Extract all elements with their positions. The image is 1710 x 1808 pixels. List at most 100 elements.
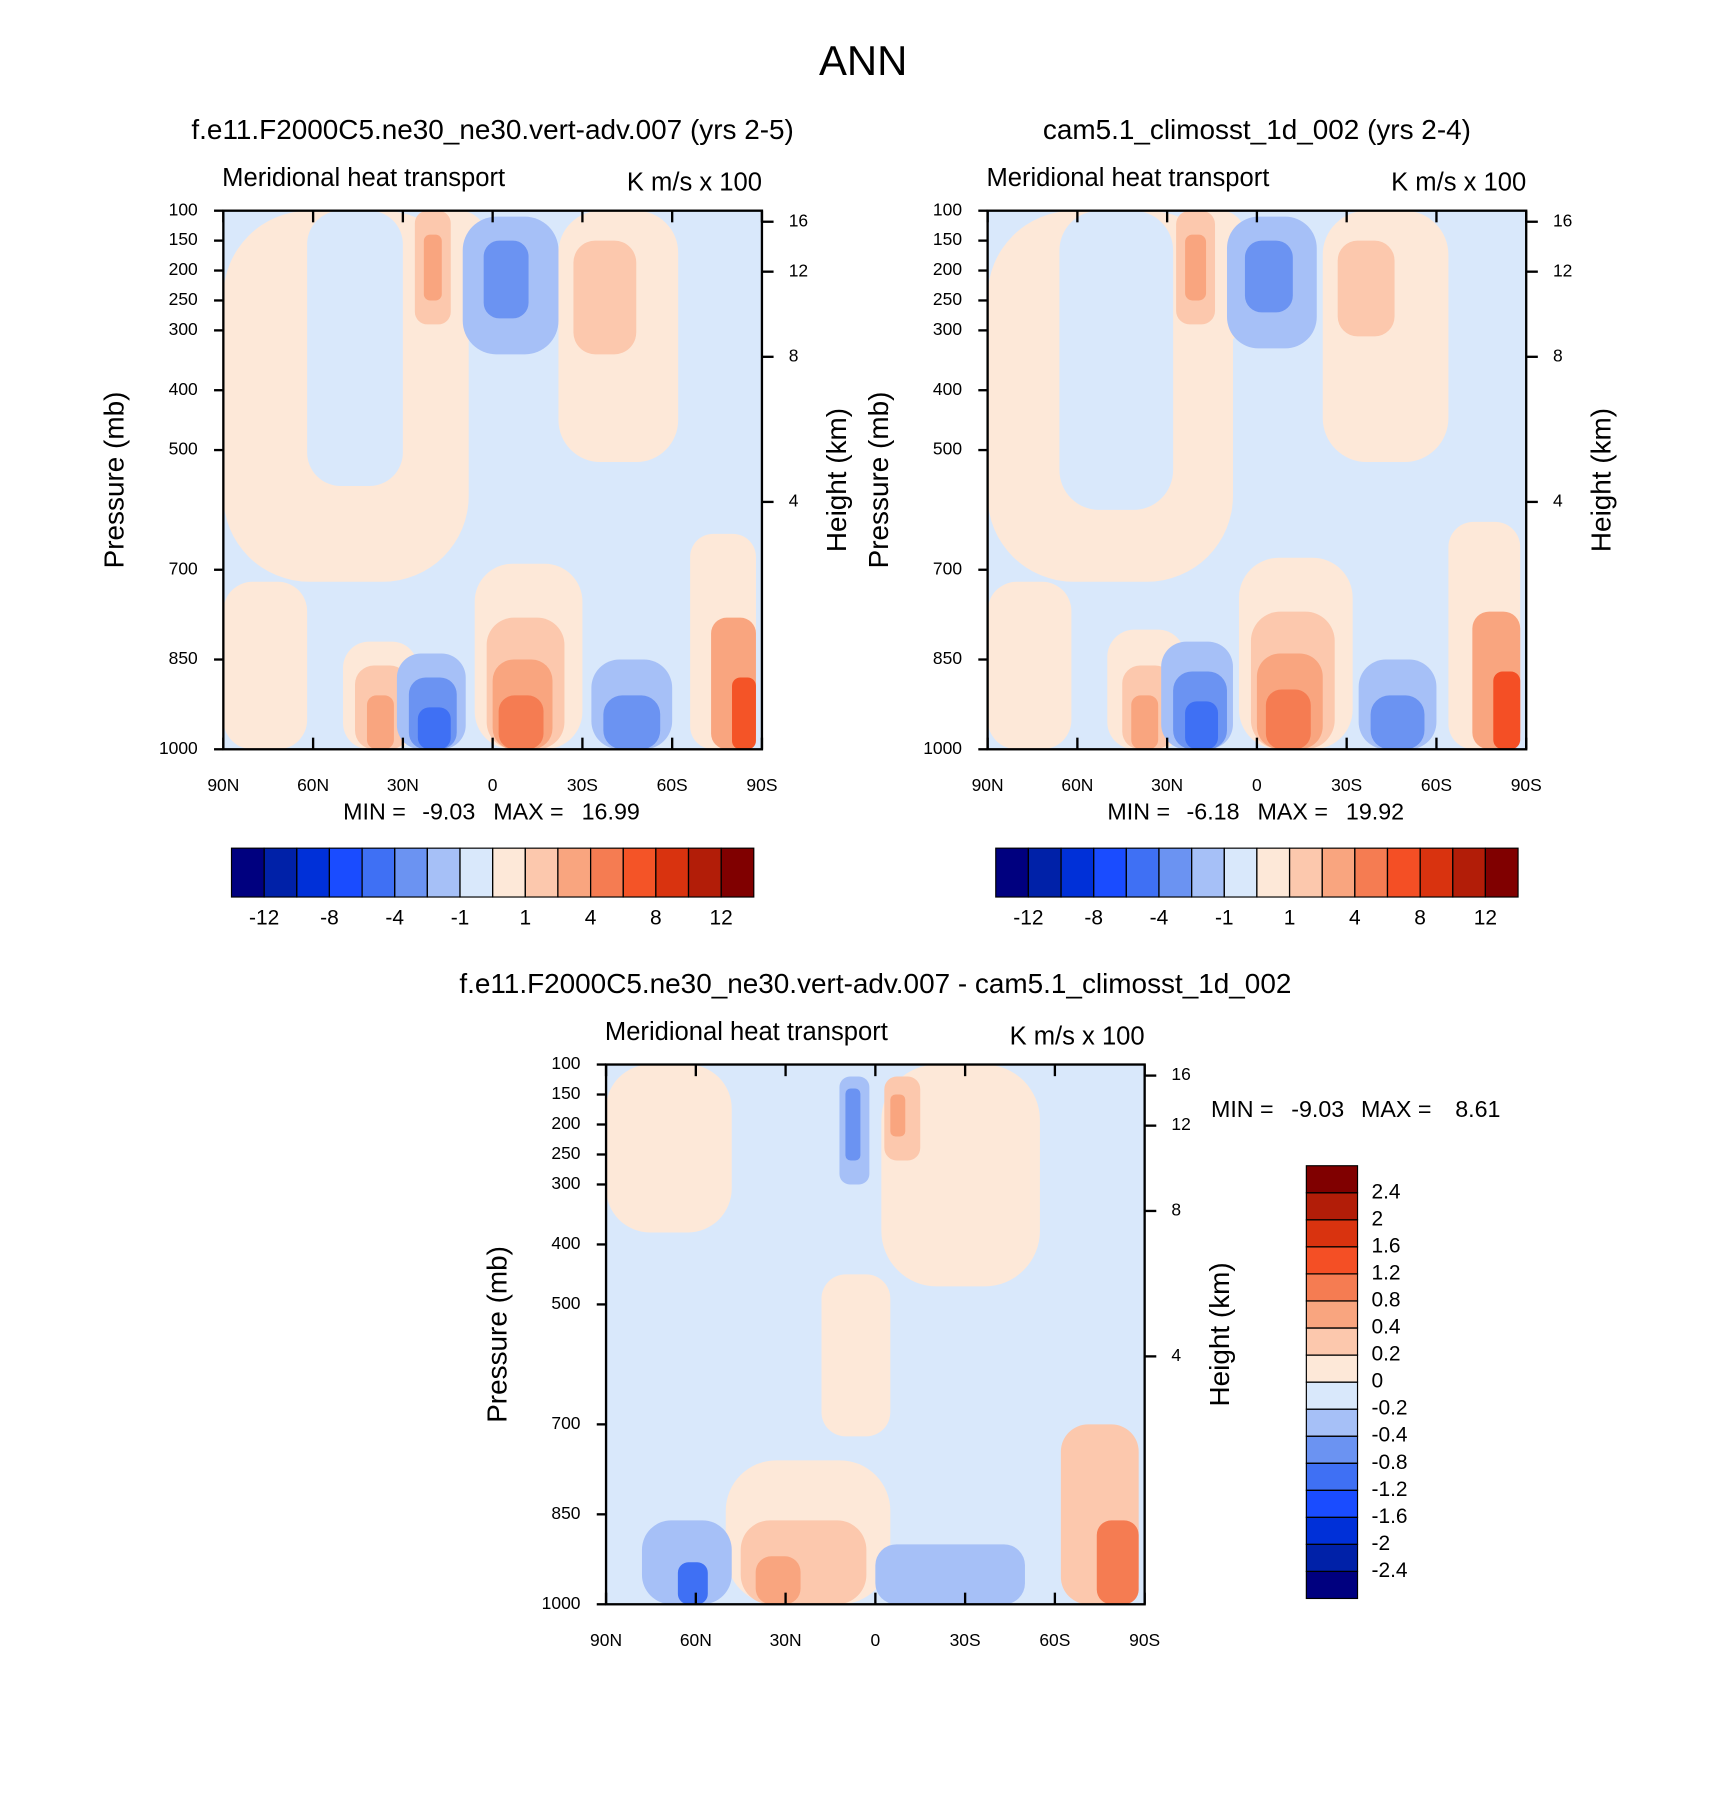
contour-region [890,1094,906,1137]
contour-region [732,677,756,750]
stat-max-label: MAX = [1361,1096,1431,1122]
colorbar-label: -8 [1084,907,1103,930]
colorbar-label: -8 [320,907,339,930]
contour-region [1185,234,1207,301]
colorbar-box [622,847,657,898]
colorbar-box [1452,847,1486,898]
y-tick-label: 200 [551,1113,580,1133]
colorbar-box [1158,847,1193,898]
y2-axis-label: Height (km) [1204,1262,1235,1406]
stat-min: -9.03 [1291,1096,1344,1122]
contour-region [755,1556,801,1605]
contour-region [1370,695,1425,750]
y-tick-label: 300 [933,319,962,339]
y-tick-label: 500 [551,1293,580,1313]
contour-region [223,581,308,750]
colorbar-box [1305,1543,1359,1573]
y-tick-label: 400 [933,379,962,399]
colorbar-box [1321,847,1356,898]
x-tick-label: 0 [488,775,498,795]
colorbar-label: 8 [650,907,662,930]
stat-max: 16.99 [582,798,640,824]
y-tick-label: 300 [169,319,198,339]
colorbar-box [1060,847,1095,898]
colorbar-box [492,847,526,898]
y-tick-label: 100 [169,199,198,219]
contour-field [606,1064,1145,1605]
colorbar-box [1305,1273,1359,1302]
panel-title: cam5.1_climosst_1d_002 (yrs 2-4) [1043,114,1471,145]
x-tick-label: 60N [297,775,329,795]
y2-tick-label: 4 [1171,1345,1181,1365]
contour-region [417,707,451,750]
x-tick-label: 90S [746,775,777,795]
y2-tick-label: 4 [789,491,799,511]
colorbar-label: -1 [451,907,470,930]
colorbar-label: -0.2 [1371,1397,1407,1420]
y-tick-label: 1000 [159,738,198,758]
colorbar-label: -4 [385,907,404,930]
colorbar-box [1419,847,1454,898]
contour-region [423,234,442,301]
colorbar-box [230,847,265,898]
contour-region [1131,695,1159,750]
colorbar-box [361,847,396,898]
colorbar-box [1288,847,1323,898]
contour-region [1059,210,1174,510]
colorbar-label: -0.4 [1371,1424,1407,1447]
x-tick-label: 60N [1061,775,1093,795]
colorbar-box [426,847,461,898]
contour-region [1265,689,1311,750]
left-label: Meridional heat transport [605,1018,888,1046]
y-tick-label: 250 [169,289,198,309]
contour-field [223,210,762,750]
x-tick-label: 90N [207,775,239,795]
contour-region [881,1064,1040,1287]
colorbar-label: -2.4 [1371,1559,1407,1582]
contour-region [1096,1520,1139,1605]
colorbar-label: 2 [1371,1207,1383,1230]
contour-region [498,695,544,750]
y-tick-label: 700 [933,558,962,578]
y2-tick-label: 8 [1171,1200,1181,1220]
x-tick-label: 90S [1511,775,1542,795]
y-tick-label: 400 [551,1233,580,1253]
contour-region [573,240,637,355]
colorbar-box [1305,1192,1359,1221]
colorbar-label: 0 [1371,1370,1383,1393]
right-label: K m/s x 100 [1010,1023,1145,1051]
y2-tick-label: 16 [1553,210,1572,230]
colorbar-box [687,847,722,898]
colorbar-box [1305,1516,1359,1545]
colorbar-label: -1 [1215,907,1234,930]
colorbar-label: 0.4 [1371,1316,1400,1339]
y-tick-label: 500 [933,439,962,459]
colorbar-label: 0.8 [1371,1288,1400,1311]
right-label: K m/s x 100 [1391,169,1526,197]
contour-region [875,1544,1025,1605]
colorbar-box [328,847,363,898]
x-tick-label: 30N [387,775,419,795]
panel-title: f.e11.F2000C5.ne30_ne30.vert-adv.007 - c… [459,968,1291,999]
y-tick-label: 400 [169,379,198,399]
colorbar-box [1305,1570,1359,1600]
x-tick-label: 60S [1039,1630,1070,1650]
y2-tick-label: 16 [1171,1064,1190,1084]
colorbar-box [1354,847,1389,898]
colorbar-box [459,847,494,898]
left-label: Meridional heat transport [986,164,1269,192]
colorbar-label: 0.2 [1371,1343,1400,1366]
colorbar-label: 2.4 [1371,1180,1400,1203]
x-tick-label: 30S [1331,775,1362,795]
x-tick-label: 30N [770,1630,802,1650]
y2-tick-label: 4 [1553,491,1563,511]
colorbar-box [720,847,755,898]
y2-axis-label: Height (km) [821,408,852,552]
contour-region [1244,240,1293,313]
y-tick-label: 250 [933,289,962,309]
colorbar-box [263,847,298,898]
colorbar-box [557,847,592,898]
contour-region [987,581,1072,750]
colorbar-box [1305,1219,1359,1248]
